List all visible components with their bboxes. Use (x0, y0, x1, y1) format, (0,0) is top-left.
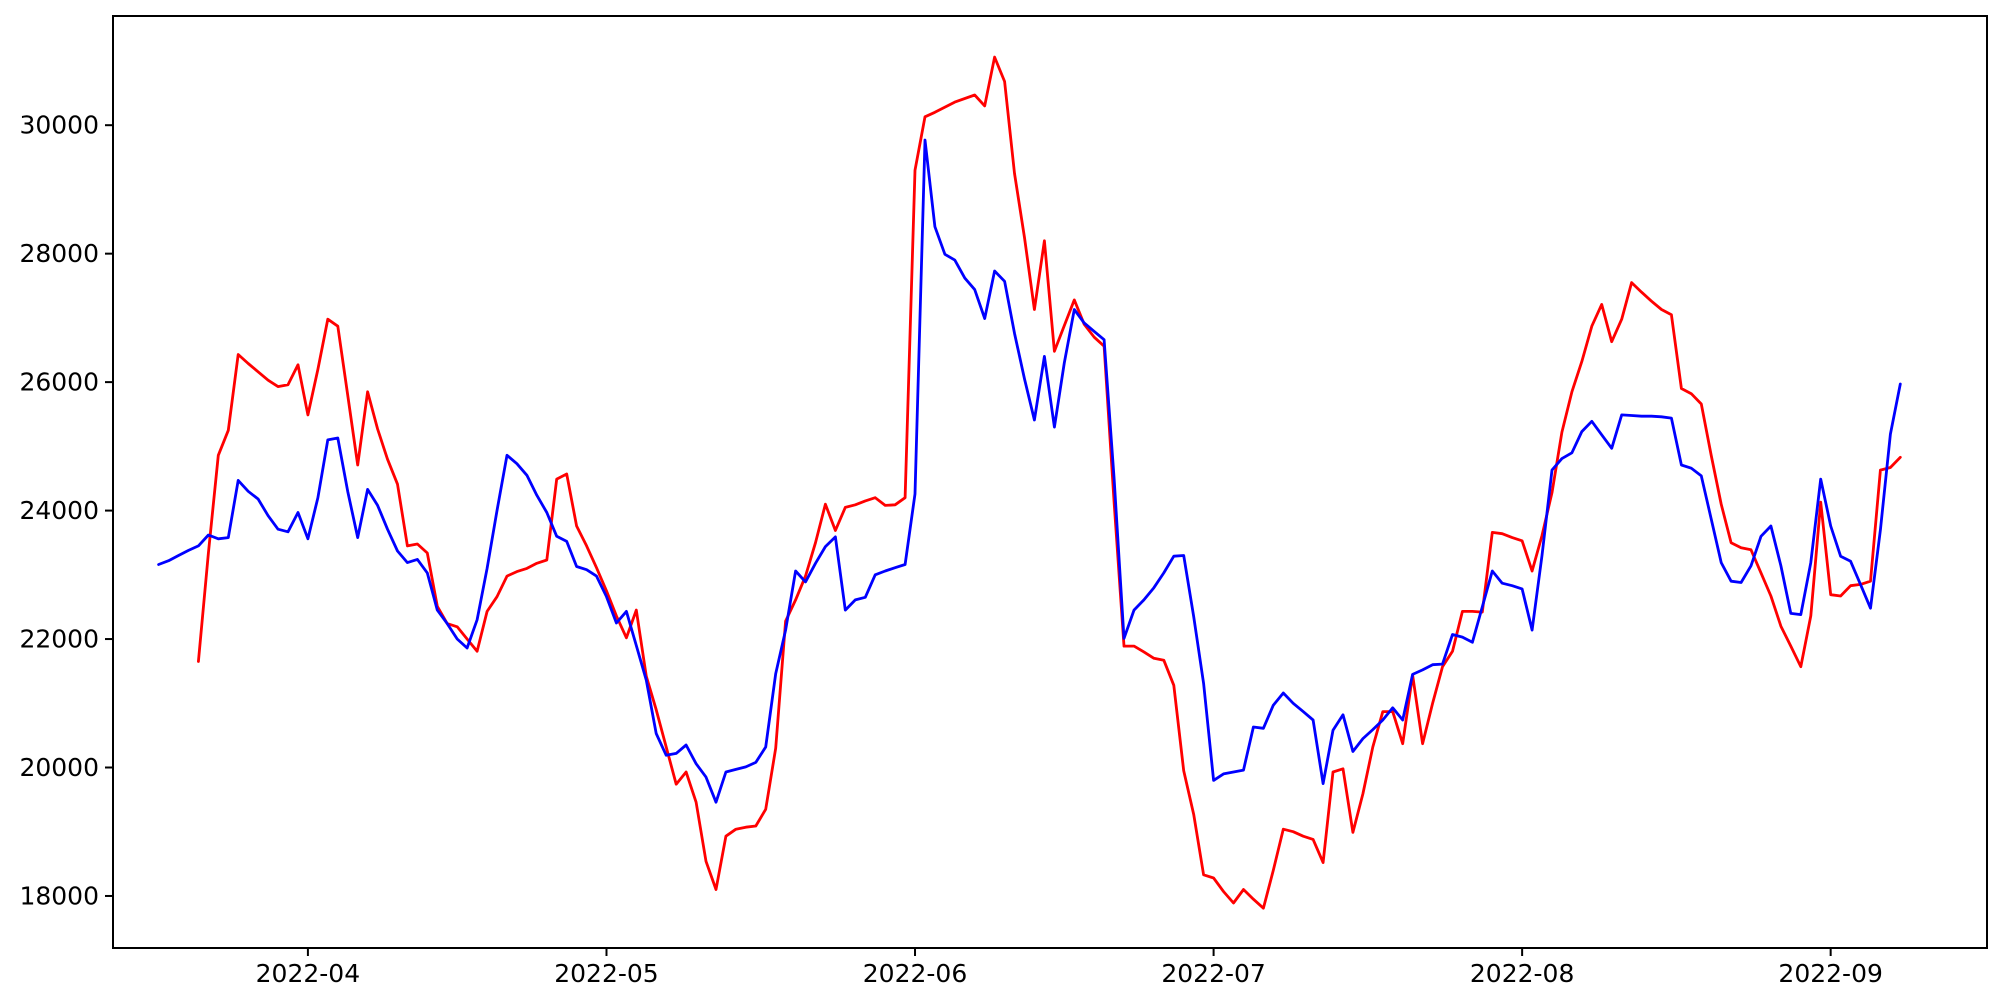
y-tick-label: 30000 (19, 111, 99, 140)
y-tick-label: 20000 (19, 753, 99, 782)
x-tick-label: 2022-04 (256, 959, 360, 988)
x-tick-label: 2022-09 (1778, 959, 1882, 988)
x-tick-label: 2022-08 (1470, 959, 1574, 988)
red-series-line (196, 55, 1902, 910)
y-tick-label: 18000 (19, 881, 99, 910)
y-tick-label: 26000 (19, 368, 99, 397)
x-tick-label: 2022-07 (1161, 959, 1265, 988)
plot-frame (112, 15, 1988, 949)
y-tick-label: 28000 (19, 239, 99, 268)
blue-series-line (157, 138, 1902, 804)
x-tick-label: 2022-05 (554, 959, 658, 988)
y-tick-label: 22000 (19, 625, 99, 654)
y-tick-label: 24000 (19, 496, 99, 525)
x-tick-label: 2022-06 (863, 959, 967, 988)
